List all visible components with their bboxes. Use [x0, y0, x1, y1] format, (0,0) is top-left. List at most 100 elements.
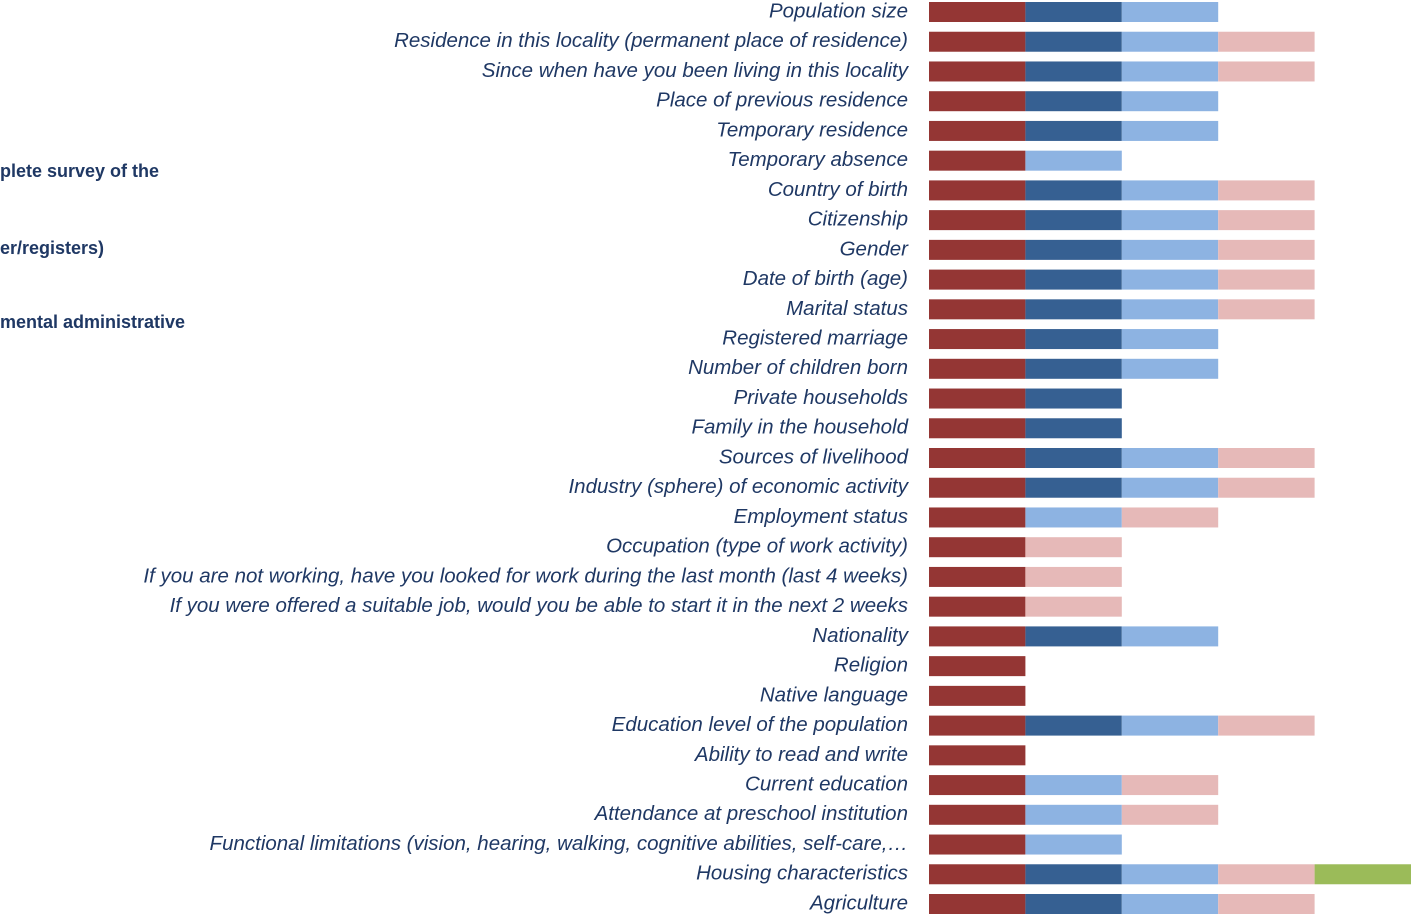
bar-segment: [929, 566, 1026, 587]
bar-segment: [1025, 180, 1122, 201]
bar-segment: [1025, 210, 1122, 231]
bar-segment: [929, 91, 1026, 112]
category-label: Citizenship: [808, 208, 908, 231]
bar-segment: [1025, 775, 1122, 796]
bar-segment: [1218, 477, 1315, 498]
bar-segment: [1025, 894, 1122, 914]
bar-segment: [1025, 150, 1122, 171]
bar-segment: [929, 2, 1026, 22]
bar-segment: [1025, 715, 1122, 736]
category-label: Native language: [760, 683, 908, 706]
legend-label: mental administrative: [0, 312, 185, 332]
category-label: Since when have you been living in this …: [482, 59, 910, 82]
bar-segment: [1025, 31, 1122, 52]
bar-segment: [929, 775, 1026, 796]
bar-segment: [1218, 894, 1315, 914]
category-label: If you are not working, have you looked …: [143, 564, 908, 587]
bar-segment: [929, 507, 1026, 528]
category-label: Employment status: [734, 505, 908, 528]
bar-segment: [929, 418, 1026, 439]
bar-segment: [929, 656, 1026, 677]
bar-segment: [1121, 804, 1219, 825]
bar-segment: [1025, 91, 1122, 112]
category-label: Gender: [840, 237, 910, 260]
bar-segment: [1218, 61, 1315, 82]
bar-segment: [1025, 864, 1122, 885]
category-label: Registered marriage: [722, 326, 908, 349]
category-label: Nationality: [812, 624, 909, 647]
bar-segment: [929, 685, 1026, 706]
bar-segment: [929, 61, 1026, 82]
bar-segment: [929, 864, 1026, 885]
bar-segment: [1121, 894, 1219, 914]
bar-segment: [929, 388, 1026, 409]
bar-segment: [1218, 180, 1315, 201]
bar-segment: [929, 834, 1026, 855]
bar-segment: [1025, 834, 1122, 855]
category-label: Industry (sphere) of economic activity: [568, 475, 909, 498]
bar-segment: [1025, 596, 1122, 617]
bar-segment: [1025, 507, 1122, 528]
bar-segment: [1121, 180, 1219, 201]
bar-segment: [1121, 715, 1219, 736]
bar-segment: [1218, 269, 1315, 290]
bar-segment: [1218, 448, 1315, 468]
category-label: Number of children born: [688, 356, 908, 379]
bar-segment: [1025, 329, 1122, 350]
category-label: Private households: [734, 386, 908, 409]
bar-segment: [1121, 2, 1219, 22]
bar-segment: [1121, 239, 1219, 260]
bar-segment: [1121, 269, 1219, 290]
bar-segment: [1121, 864, 1219, 885]
bar-segment: [1218, 239, 1315, 260]
bar-segment: [1025, 61, 1122, 82]
bar-segment: [929, 239, 1026, 260]
bar-segment: [1121, 91, 1219, 112]
bar-segment: [929, 894, 1026, 914]
bar-segment: [1025, 2, 1122, 22]
category-label: Family in the household: [691, 416, 908, 439]
bar-segment: [1025, 566, 1122, 587]
bar-segment: [929, 537, 1026, 558]
bar-segment: [1314, 864, 1411, 885]
bar-segment: [1025, 448, 1122, 468]
bar-segment: [1025, 299, 1122, 320]
category-label: If you were offered a suitable job, woul…: [170, 594, 908, 617]
bar-segment: [1025, 418, 1122, 439]
bar-segment: [1025, 269, 1122, 290]
category-label: Functional limitations (vision, hearing,…: [210, 832, 908, 855]
bar-segment: [1121, 299, 1219, 320]
bar-segment: [929, 715, 1026, 736]
category-label: Residence in this locality (permanent pl…: [394, 29, 908, 52]
bar-segment: [1121, 329, 1219, 350]
category-label: Temporary residence: [716, 118, 908, 141]
bar-segment: [929, 596, 1026, 617]
bar-segment: [929, 745, 1026, 766]
bar-segment: [1121, 448, 1219, 468]
bar-segment: [1218, 299, 1315, 320]
category-label: Current education: [745, 772, 908, 795]
bar-segment: [1218, 210, 1315, 231]
bar-segment: [1025, 358, 1122, 379]
category-label: Marital status: [786, 297, 908, 320]
bar-segment: [1121, 358, 1219, 379]
bar-segment: [1121, 31, 1219, 52]
bar-segment: [929, 210, 1026, 231]
bar-segment: [1121, 61, 1219, 82]
category-label: Attendance at preschool institution: [593, 802, 908, 825]
bar-segment: [1218, 31, 1315, 52]
category-label: Country of birth: [768, 178, 908, 201]
category-label: Population size: [769, 0, 908, 22]
category-label: Date of birth (age): [743, 267, 908, 290]
bar-segment: [1025, 537, 1122, 558]
category-label: Place of previous residence: [656, 89, 908, 112]
bar-segment: [1025, 120, 1122, 141]
bar-segment: [929, 31, 1026, 52]
bar-segment: [1025, 626, 1122, 647]
bar-segment: [1218, 864, 1315, 885]
bar-segment: [1025, 477, 1122, 498]
category-label: Temporary absence: [728, 148, 908, 171]
bar-segment: [929, 180, 1026, 201]
bar-segment: [1121, 120, 1219, 141]
